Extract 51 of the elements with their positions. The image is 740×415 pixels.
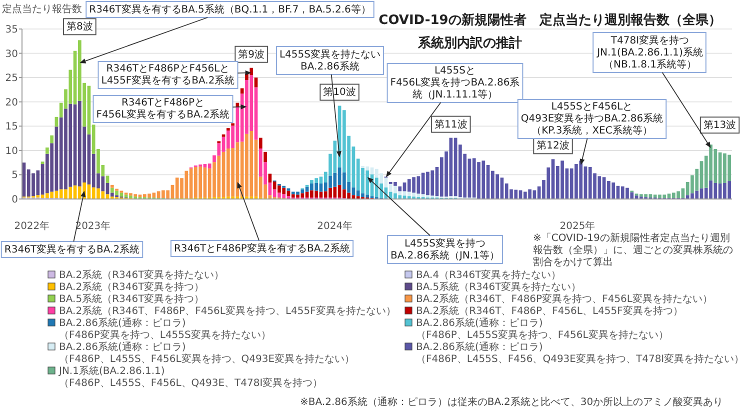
annotation: L455Sと F456L変異を持つBA.2.86系統（JN.1.11.1等）: [386, 63, 524, 103]
legend-label: BA.5系統（R346T変異を持つ）: [59, 293, 204, 305]
legend-label: BA.2系統（R346T、F486P変異を持つ、F456L変異を持たない）: [416, 293, 712, 305]
annotation: R346TとF486Pと F456L変異を有するBA.2系統: [92, 95, 234, 123]
y-tick-label: 5: [12, 170, 18, 182]
y-tick-label: 25: [5, 73, 18, 84]
annotation: 第8波: [66, 20, 93, 33]
annotation: R346T変異を有するBA.2系統: [0, 241, 144, 258]
x-tick-label: 2025年: [560, 220, 596, 232]
annotation: 第13波: [700, 116, 740, 134]
y-tick-label: 0: [12, 194, 18, 206]
chart-title: COVID-19の新規陽性者 定点当たり週別報告数（全県）: [378, 12, 722, 28]
annotation: 第12波: [536, 140, 570, 152]
annotation: R346T変異を有するBA.2系統: [4, 244, 140, 256]
annotation: L455SとF456Lと Q493E変異を持つBA.2.86系統（KP.3系統，XEC系統等）: [517, 99, 667, 139]
annotation: L455S変異を持たない BA.2.86系統: [276, 46, 384, 75]
x-tick-label: 2024年: [317, 220, 353, 232]
annotation: 第11波: [431, 116, 471, 133]
annotation: 第9波: [234, 46, 268, 63]
annotation: T478I変異を持つ JN.1(BA.2.86.1.1)系統（NB.1.8.1系統等）: [592, 32, 706, 73]
text: 系統別内訳の推計: [417, 35, 522, 51]
y-tick-label: 35: [5, 24, 18, 36]
y-tick-label: 10: [5, 146, 18, 157]
x-tick-label: 2022年: [14, 220, 50, 232]
legend-label: BA.2系統（R346T、F486P、F456L、L455F変異を持つ）: [416, 305, 683, 317]
annotation: R346TとF486PとF456Lと L455F変異を有するBA.2系統: [98, 61, 238, 89]
legend-label: BA.2系統（R346T変異を持たない）: [59, 269, 224, 281]
legend-label: BA.5系統（R346T変異を持たない）: [416, 281, 582, 293]
y-tick-label: 20: [5, 97, 18, 108]
annotation: R346TとF486P変異を有するBA.2系統: [170, 240, 354, 257]
annotation: 第10波: [323, 86, 356, 98]
legend-label: BA.2系統（R346T、F486P、F456L変異を持つ、L455F変異を持たない）: [59, 305, 396, 317]
annotation: R346TとF486P変異を有するBA.2系統: [174, 242, 350, 254]
y-axis-title: 定点当たり報告数: [2, 3, 82, 15]
y-tick-label: 15: [5, 122, 18, 133]
annotation: 第11波: [434, 118, 468, 130]
annotation: 第10波: [320, 84, 360, 101]
annotation: 第13波: [703, 119, 736, 132]
y-tick-label: 30: [5, 48, 18, 60]
legend-label: BA.2系統（R346T変異を持つ）: [59, 281, 204, 293]
legend-label: BA.2.86系統(通称：ピロラ) （F486P、L455S、F456L変異を持つ、Q493E変異を持たない）: [59, 341, 355, 365]
annotation: L455S変異を持つ BA.2.86系統（JN.1等）: [387, 235, 503, 264]
legend-label: BA.4（R346T変異を持たない）: [416, 269, 562, 281]
annotation: R346T変異を有するBA.5系統（BQ.1.1，BF.7，BA.5.2.6等）: [89, 4, 371, 16]
legend-label: JN.1系統(BA.2.86.1.1) （F486P、L455S、F456L、Q493E、T478I変異を持つ）: [58, 365, 323, 389]
legend-label: BA.2.86系統(通称：ピロラ) （F486P、L455S、F456、Q493E変異を持つ、T478I変異を持たない）: [416, 341, 740, 365]
annotation: 第9波: [238, 48, 265, 60]
annotation: R346T変異を有するBA.5系統（BQ.1.1，BF.7，BA.5.2.6等）: [86, 1, 374, 18]
legend-label: BA.2.86系統(通称：ピロラ) （F486P、L455S変異を持つ、F456L変異を持たない）: [416, 317, 668, 341]
annotation: 第8波: [63, 18, 96, 36]
legend-label: BA.2.86系統(通称：ピロラ) （F486P変異を持つ、L455S変異を持たない）: [59, 317, 271, 341]
